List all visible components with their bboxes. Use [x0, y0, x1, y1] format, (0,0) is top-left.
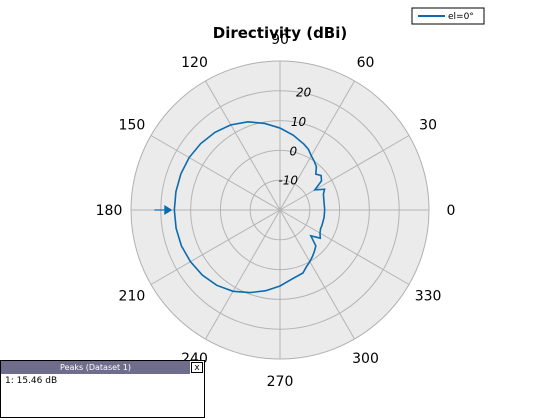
- radial-tick-label: 0: [290, 144, 298, 158]
- series-layer: [154, 120, 326, 294]
- angle-tick-label: 150: [119, 118, 146, 134]
- angle-tick-label: 60: [357, 55, 375, 71]
- radial-tick-label: 10: [291, 115, 307, 129]
- peaks-panel-title: Peaks (Dataset 1): [1, 361, 190, 374]
- angular-grid-line: [150, 135, 281, 211]
- angular-grid-line: [205, 80, 281, 211]
- peaks-panel: Peaks (Dataset 1) x 1: 15.46 dB: [0, 360, 205, 418]
- radial-tick-label: -10: [278, 174, 298, 188]
- legend-box: [411, 7, 485, 25]
- legend-label: el=0°: [448, 12, 474, 22]
- angular-grid-line: [279, 135, 410, 211]
- angle-tick-label: 30: [419, 118, 437, 134]
- angle-tick-label: 90: [271, 32, 289, 48]
- angle-tick-label: 300: [352, 351, 379, 367]
- radial-tick-label: 20: [296, 86, 312, 100]
- angle-tick-label: 270: [267, 374, 294, 390]
- angular-grid-line: [205, 209, 281, 340]
- legend[interactable]: el=0°: [411, 7, 485, 25]
- angle-tick-label: 0: [447, 203, 456, 219]
- angle-tick-label: 330: [415, 289, 442, 305]
- chart-title: Directivity (dBi): [213, 24, 347, 42]
- peak-marker: [164, 205, 173, 215]
- angular-grid-line: [279, 209, 355, 340]
- series-line: [173, 120, 326, 294]
- angular-grid-line: [279, 80, 355, 211]
- angular-grid-line: [150, 209, 281, 285]
- angle-tick-label: 180: [96, 203, 123, 219]
- angle-tick-label: 120: [181, 55, 208, 71]
- angular-grid-line: [279, 209, 410, 285]
- close-button[interactable]: x: [191, 362, 203, 373]
- polar-grid: [130, 60, 430, 360]
- angle-tick-label: 210: [119, 289, 146, 305]
- peaks-entry: 1: 15.46 dB: [5, 376, 58, 386]
